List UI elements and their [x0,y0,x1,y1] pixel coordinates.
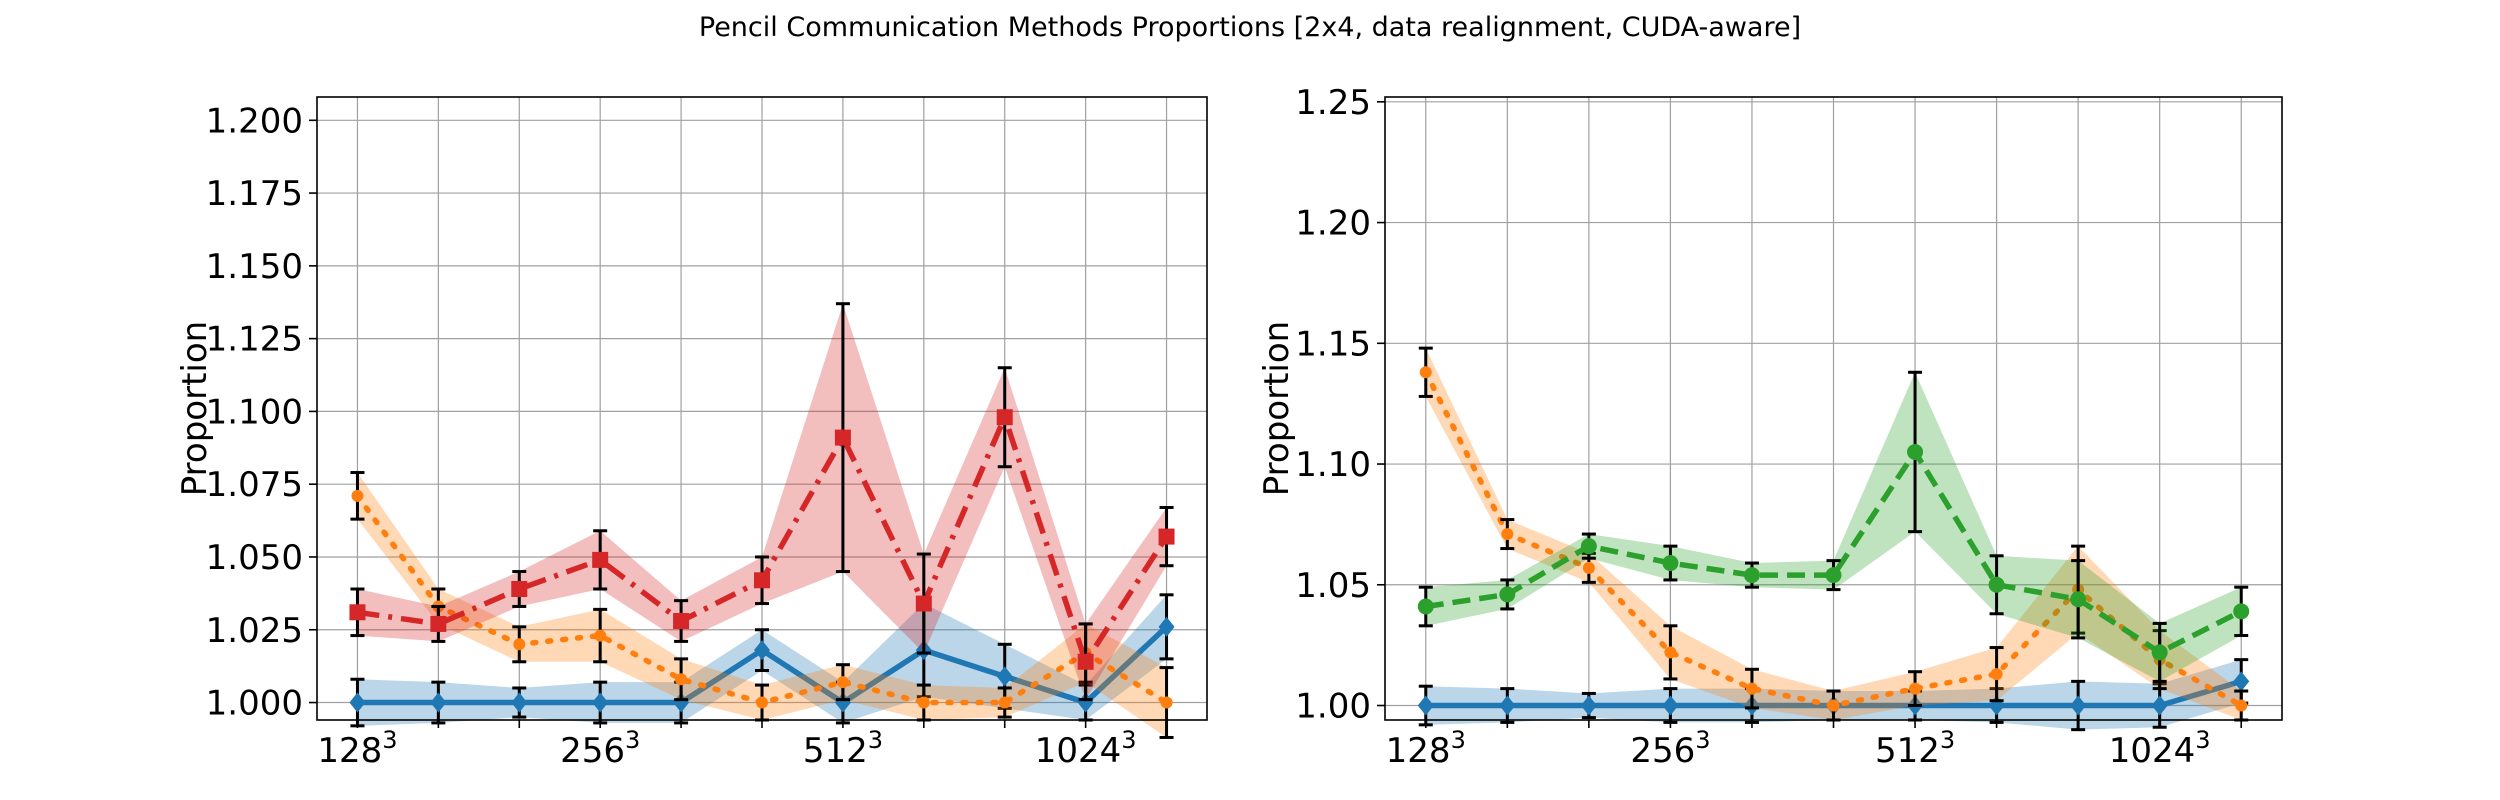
data-point [349,692,366,713]
x-tick-label: 10243 [1035,726,1137,771]
data-point [511,580,528,597]
data-point [594,629,607,642]
data-point [430,692,447,713]
x-tick-label: 5123 [803,726,883,771]
x-tick-label: 10243 [2109,726,2211,771]
y-tick-label: 1.00 [1295,687,1371,727]
y-tick-label: 1.25 [1295,83,1371,123]
data-point [2233,603,2250,620]
data-point [2233,671,2250,692]
data-point [1419,366,1432,379]
data-point [2235,699,2248,712]
y-tick-label: 1.175 [206,174,303,214]
right-chart: 1.00 1.05 1.10 1.15 1.20 1.25 1283 2563 5123 1024… [1257,83,2283,771]
data-point [1417,695,1434,716]
data-point [2151,695,2168,716]
series-red [349,302,1175,702]
data-point [349,604,366,621]
data-point [996,666,1013,687]
data-point [1662,555,1679,572]
data-point [1077,692,1094,713]
y-tick-label: 1.025 [206,611,303,651]
data-point [998,696,1011,709]
data-point [351,489,364,502]
x-tick-label: 2563 [560,726,640,771]
x-tick-label: 1283 [1386,726,1466,771]
data-point [1662,695,1679,716]
data-point [1158,528,1175,545]
data-point [754,640,770,661]
error-band [1425,372,2242,682]
data-point [1501,528,1514,541]
y-axis-label: Proportion [1257,321,1297,496]
y-tick-label: 1.200 [206,101,303,141]
y-tick-label: 1.125 [206,320,303,360]
data-point [1582,561,1595,574]
data-point [673,692,690,713]
data-point [2070,695,2087,716]
y-axis-label: Proportion [175,321,215,496]
y-tick-label: 1.05 [1295,566,1371,606]
data-point [511,692,528,713]
data-point [675,673,688,686]
data-point [1827,699,1840,712]
data-point [1580,695,1597,716]
data-point [834,692,851,713]
data-point [756,696,768,709]
data-point [1580,538,1597,555]
data-point [1160,696,1173,709]
data-point [1664,646,1677,659]
data-point [1499,695,1516,716]
data-point [1909,682,1922,695]
y-tick-label: 1.20 [1295,204,1371,244]
data-point [592,692,609,713]
data-point [1499,586,1516,603]
x-tick-label: 2563 [1630,726,1710,771]
data-point [1077,653,1094,670]
series-line [1425,449,2243,656]
data-point [2070,591,2087,608]
data-point [1417,598,1434,615]
data-point [1158,616,1175,637]
data-point [915,595,932,612]
data-point [1745,682,1758,695]
data-point [996,409,1013,426]
left-chart: 1.000 1.025 1.050 1.075 1.100 1.125 1.150 1.175… [175,96,1208,771]
figure-title: Pencil Communication Methods Proportions… [698,12,1802,43]
data-point [1825,567,1842,584]
y-tick-label: 1.150 [206,247,303,287]
y-tick-label: 1.10 [1295,445,1371,485]
data-point [836,676,849,689]
data-point [1743,567,1760,584]
y-tick-label: 1.15 [1295,324,1371,364]
data-point [754,572,770,589]
data-point [592,551,609,568]
y-tick-label: 1.050 [206,538,303,578]
data-point [513,638,526,651]
data-point [834,429,851,446]
series-green [1417,370,2250,683]
data-point [2151,644,2168,661]
x-tick-label: 1283 [317,726,397,771]
data-point [1907,443,1924,460]
x-tick-label: 5123 [1875,726,1955,771]
data-point [673,613,690,630]
data-point [430,615,447,632]
data-point [1990,668,2003,681]
y-tick-label: 1.075 [206,465,303,505]
error-band [1425,348,2242,720]
y-tick-label: 1.100 [206,392,303,432]
y-tick-label: 1.000 [206,684,303,724]
data-point [917,696,930,709]
data-point [1988,576,2005,593]
